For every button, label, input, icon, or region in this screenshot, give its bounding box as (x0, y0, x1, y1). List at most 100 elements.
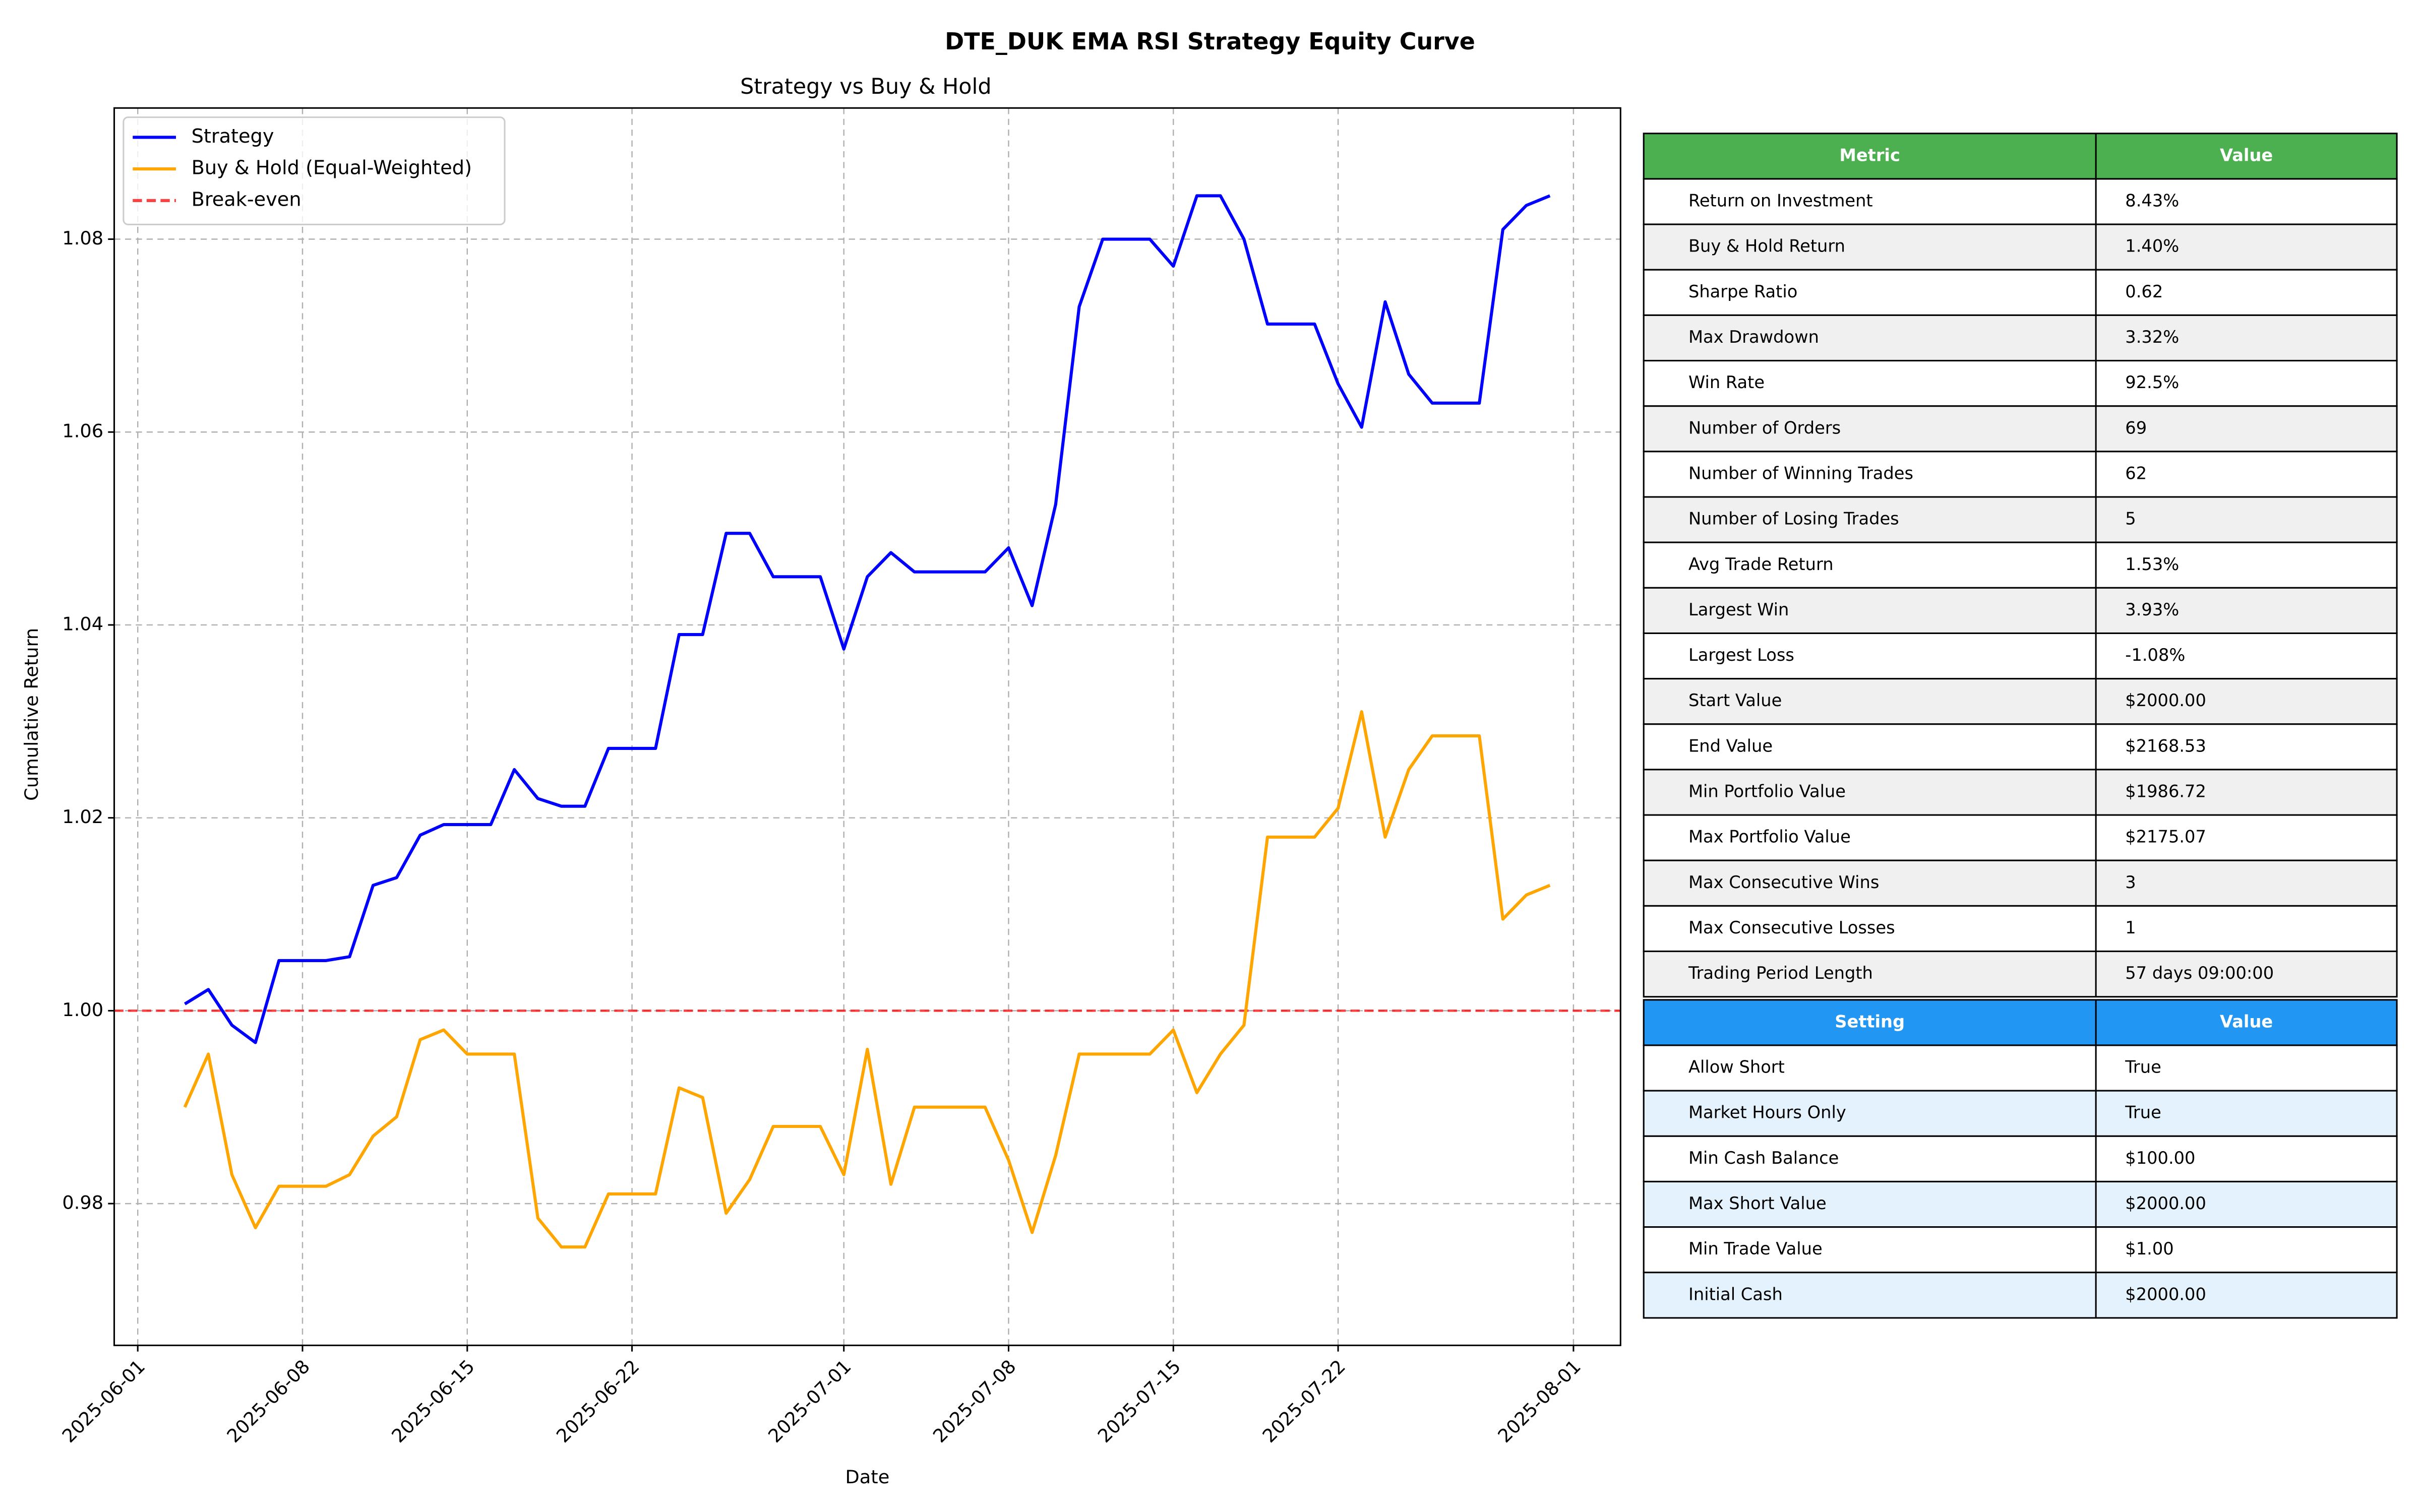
table-cell: Max Consecutive Losses (1688, 918, 1895, 937)
table-cell: Win Rate (1688, 372, 1765, 392)
table-cell: 0.62 (2125, 282, 2163, 301)
x-tick-label: 2025-06-15 (387, 1356, 478, 1447)
table-row (1643, 951, 2398, 998)
legend-label: Strategy (192, 125, 274, 148)
table-cell: Start Value (1688, 690, 1782, 710)
x-tick-label: 2025-06-22 (552, 1356, 643, 1447)
table-cell: Largest Win (1688, 600, 1789, 619)
table-cell: $1.00 (2125, 1239, 2173, 1258)
chart-title: DTE_DUK EMA RSI Strategy Equity Curve (945, 28, 1475, 55)
table-cell: Min Cash Balance (1688, 1148, 1839, 1168)
table-header-label: Value (2220, 1012, 2273, 1031)
table-cell: 5 (2125, 509, 2136, 529)
table-row (1643, 451, 2398, 498)
table-row (1643, 1272, 2398, 1319)
table-header (1643, 999, 2398, 1046)
table-row (1643, 678, 2398, 725)
table-cell: Max Drawdown (1688, 327, 1819, 347)
table-cell: Largest Loss (1688, 645, 1794, 665)
table-row (1643, 178, 2398, 225)
table-cell: 1.53% (2125, 554, 2179, 574)
table-cell: Trading Period Length (1688, 963, 1873, 983)
y-tick-label: 1.00 (62, 999, 103, 1021)
chart-subtitle: Strategy vs Buy & Hold (740, 74, 992, 99)
table-cell: Allow Short (1688, 1057, 1785, 1077)
x-tick-label: 2025-07-01 (764, 1356, 855, 1447)
table-cell: True (2125, 1057, 2161, 1077)
table-cell: 3.93% (2125, 600, 2179, 619)
table-cell: Min Trade Value (1688, 1239, 1823, 1258)
table-cell: $1986.72 (2125, 782, 2206, 801)
table-cell: Max Short Value (1688, 1193, 1827, 1213)
x-axis-label: Date (845, 1466, 890, 1488)
table-cell: 57 days 09:00:00 (2125, 963, 2274, 983)
table-row (1643, 496, 2398, 543)
series-line (183, 710, 1551, 1249)
table-cell: $2000.00 (2125, 690, 2206, 710)
y-tick-label: 1.02 (62, 806, 103, 828)
x-tick-label: 2025-08-01 (1494, 1356, 1585, 1447)
table-row (1643, 405, 2398, 453)
series-line (184, 194, 1551, 1044)
table-row (1643, 905, 2398, 953)
table-cell: Number of Losing Trades (1688, 509, 1899, 529)
x-tick-label: 2025-07-22 (1258, 1356, 1350, 1447)
plot-frame (113, 107, 1621, 1346)
table-row (1643, 1180, 2398, 1228)
table-cell: End Value (1688, 736, 1773, 755)
table-cell: 92.5% (2125, 372, 2179, 392)
table-row (1643, 814, 2398, 861)
table-row (1643, 859, 2398, 907)
y-tick-label: 0.98 (62, 1192, 103, 1214)
table-cell: 8.43% (2125, 191, 2179, 211)
x-tick-label: 2025-07-08 (929, 1356, 1020, 1447)
table-cell: Min Portfolio Value (1688, 782, 1846, 801)
table-row (1643, 223, 2398, 271)
y-axis-label: Cumulative Return (21, 628, 42, 801)
y-tick-label: 1.04 (62, 613, 103, 635)
table-header-label: Value (2220, 145, 2273, 165)
table-cell: $2000.00 (2125, 1284, 2206, 1304)
y-tick-label: 1.06 (62, 420, 103, 442)
x-tick-label: 2025-07-15 (1094, 1356, 1185, 1447)
table-cell: 1.40% (2125, 236, 2179, 256)
table-cell: Max Portfolio Value (1688, 827, 1851, 847)
legend-label: Break-even (192, 188, 301, 211)
legend-box (123, 116, 506, 225)
table-cell: Avg Trade Return (1688, 554, 1834, 574)
table-cell: Sharpe Ratio (1688, 282, 1797, 301)
x-tick-label: 2025-06-01 (58, 1356, 149, 1447)
table-row (1643, 360, 2398, 407)
table-header-label: Setting (1835, 1012, 1905, 1031)
table-cell: 3.32% (2125, 327, 2179, 347)
table-row (1643, 541, 2398, 589)
table-row (1643, 1044, 2398, 1092)
x-tick-label: 2025-06-08 (223, 1356, 314, 1447)
table-cell: $2000.00 (2125, 1193, 2206, 1213)
table-header (1643, 133, 2398, 180)
y-tick-label: 1.08 (62, 227, 103, 249)
table-cell: 62 (2125, 463, 2147, 483)
table-cell: 3 (2125, 872, 2136, 892)
table-row (1643, 587, 2398, 635)
table-cell: True (2125, 1103, 2161, 1122)
table-cell: Return on Investment (1688, 191, 1873, 211)
table-cell: Buy & Hold Return (1688, 236, 1845, 256)
table-header-label: Metric (1839, 145, 1900, 165)
table-cell: 1 (2125, 918, 2136, 937)
table-cell: $2168.53 (2125, 736, 2206, 755)
table-cell: $100.00 (2125, 1148, 2195, 1168)
table-cell: Max Consecutive Wins (1688, 872, 1879, 892)
legend-label: Buy & Hold (Equal-Weighted) (192, 157, 472, 179)
table-cell: 69 (2125, 418, 2147, 437)
table-row (1643, 1090, 2398, 1137)
table-row (1643, 269, 2398, 316)
table-cell: Number of Orders (1688, 418, 1841, 437)
table-cell: $2175.07 (2125, 827, 2206, 847)
table-cell: Initial Cash (1688, 1284, 1783, 1304)
table-cell: Number of Winning Trades (1688, 463, 1913, 483)
table-row (1643, 723, 2398, 771)
table-cell: Market Hours Only (1688, 1103, 1846, 1122)
